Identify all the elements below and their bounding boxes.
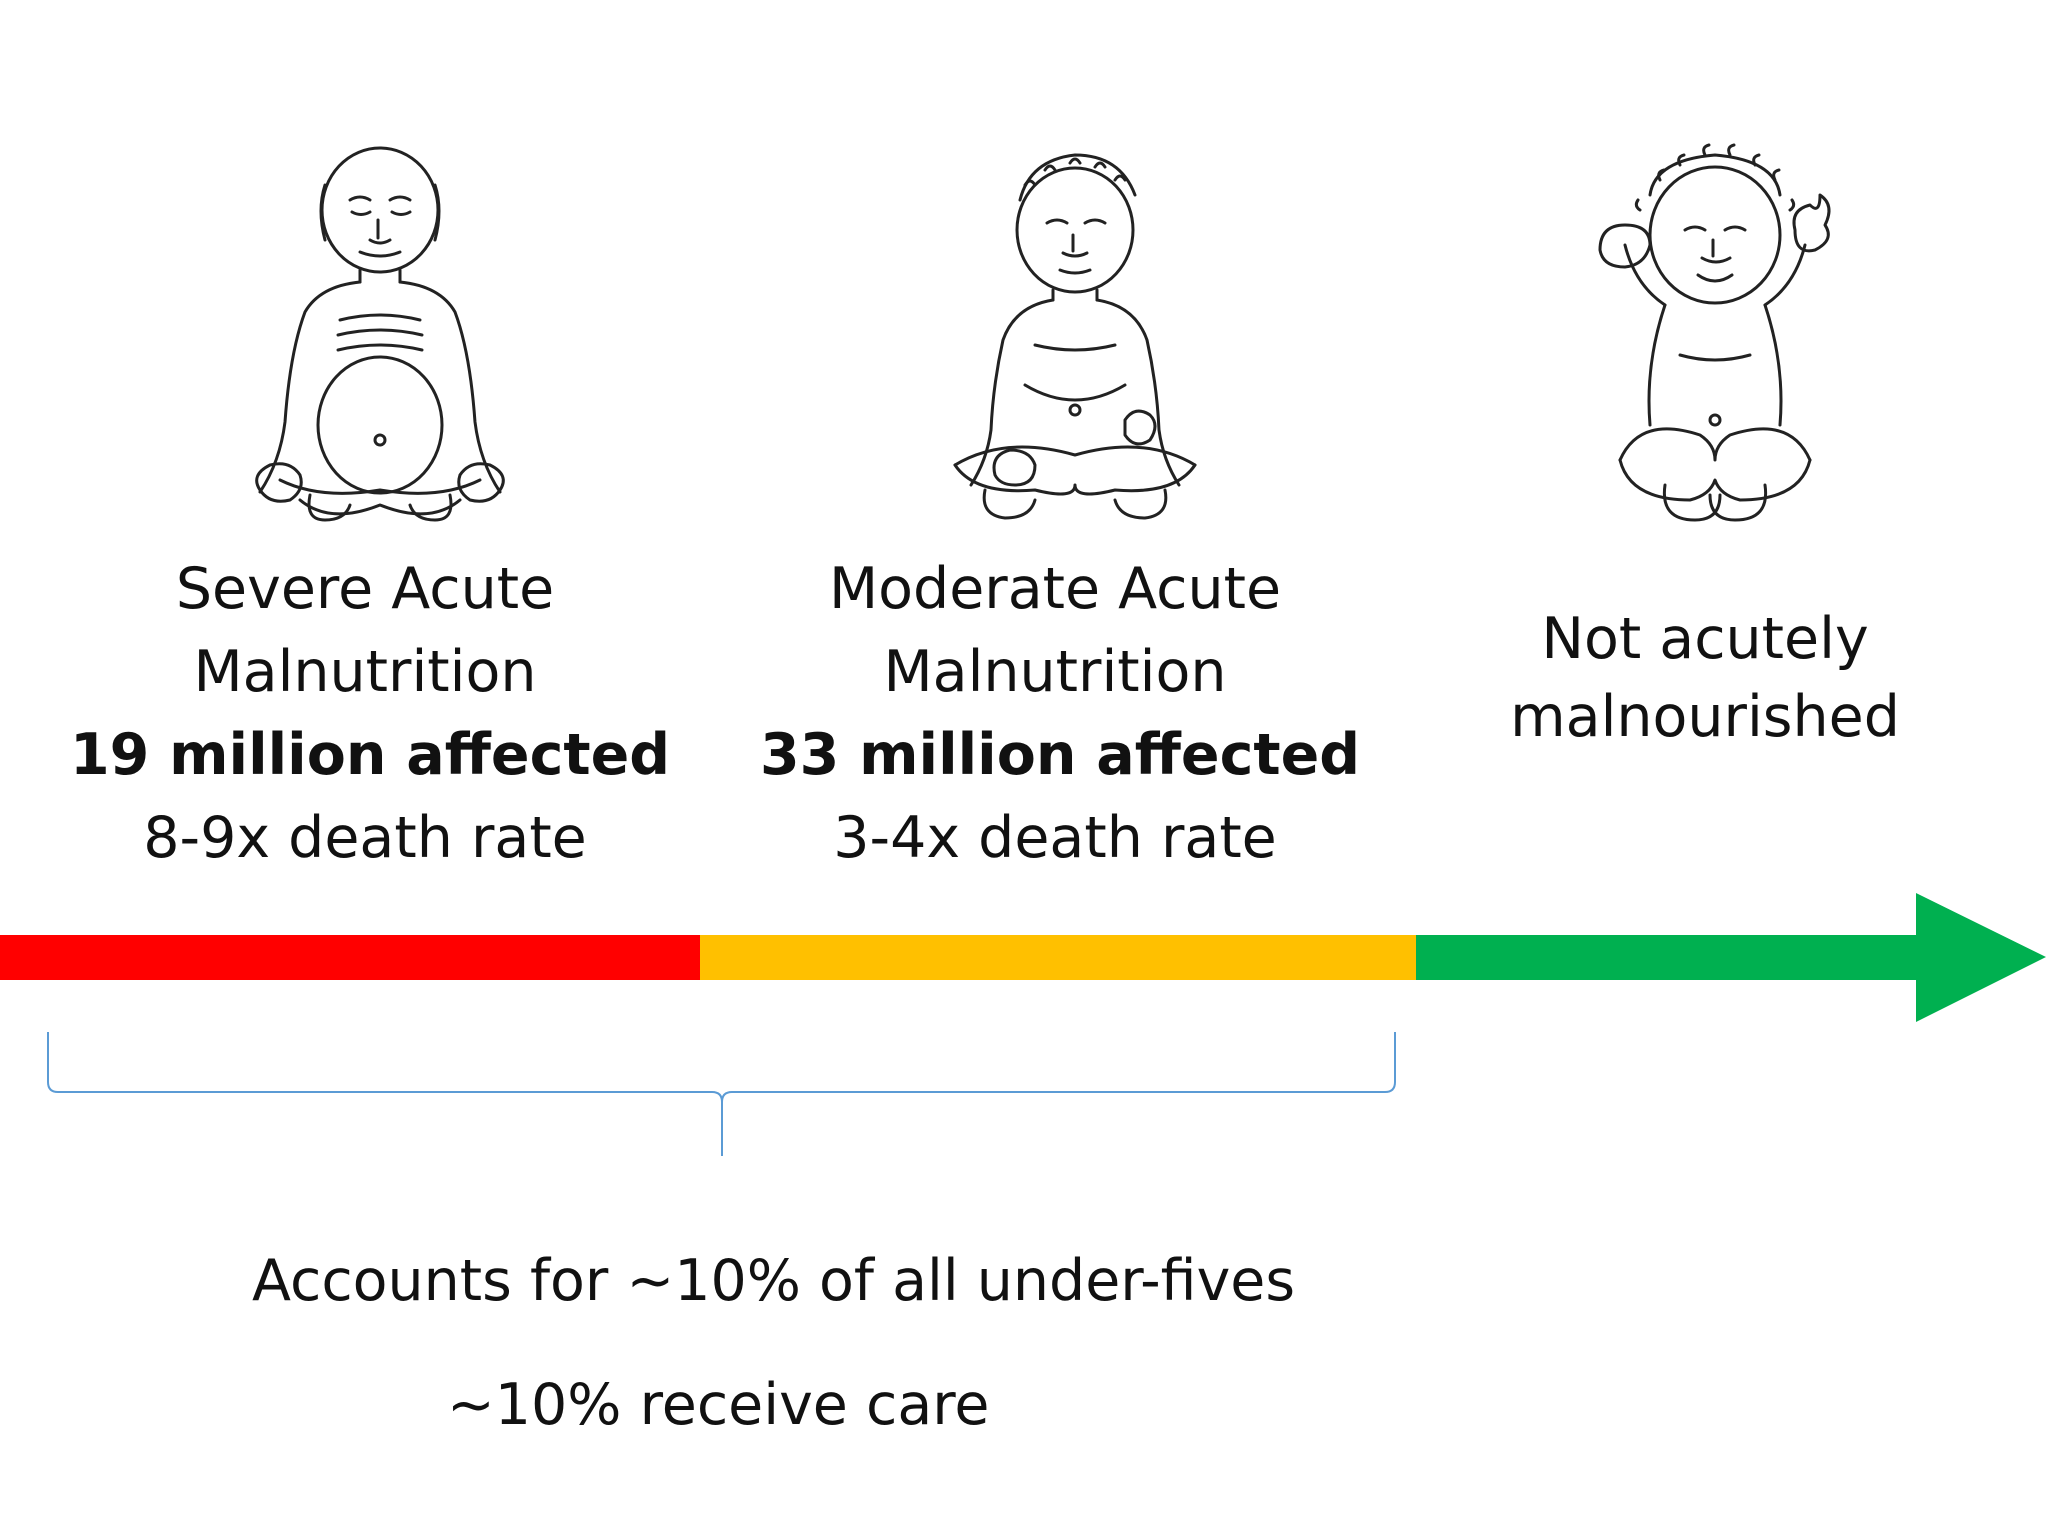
severe-death-rate: 8-9x death rate [143,805,587,871]
normal-title-line1: Not acutely [1541,606,1869,672]
severe-title-line2: Malnutrition [193,639,537,705]
normal-title-line2: malnourished [1510,684,1900,750]
care-text: ~10% receive care [447,1372,990,1438]
severe-affected: 19 million affected [70,722,671,788]
normal-stage-label: Not acutely malnourished [1410,600,2000,756]
brace-path [47,1032,1396,1156]
normal-segment [1416,935,1918,980]
severe-stage-label: Severe Acute Malnutrition 19 million aff… [70,548,671,880]
severe-segment [0,935,700,980]
moderate-stage-label: Moderate Acute Malnutrition 33 million a… [760,548,1361,880]
moderate-child-illustration [925,145,1225,525]
severe-title-line1: Severe Acute [175,556,555,622]
arrow-head [1916,893,2046,1022]
moderate-title-line1: Moderate Acute [828,556,1282,622]
moderate-affected: 33 million affected [760,722,1361,788]
severe-child-illustration [230,140,530,525]
share-text: Accounts for ~10% of all under-fives [252,1248,1296,1314]
moderate-death-rate: 3-4x death rate [833,805,1277,871]
healthy-child-illustration [1580,140,1850,530]
moderate-title-line2: Malnutrition [883,639,1227,705]
moderate-segment [700,935,1417,980]
